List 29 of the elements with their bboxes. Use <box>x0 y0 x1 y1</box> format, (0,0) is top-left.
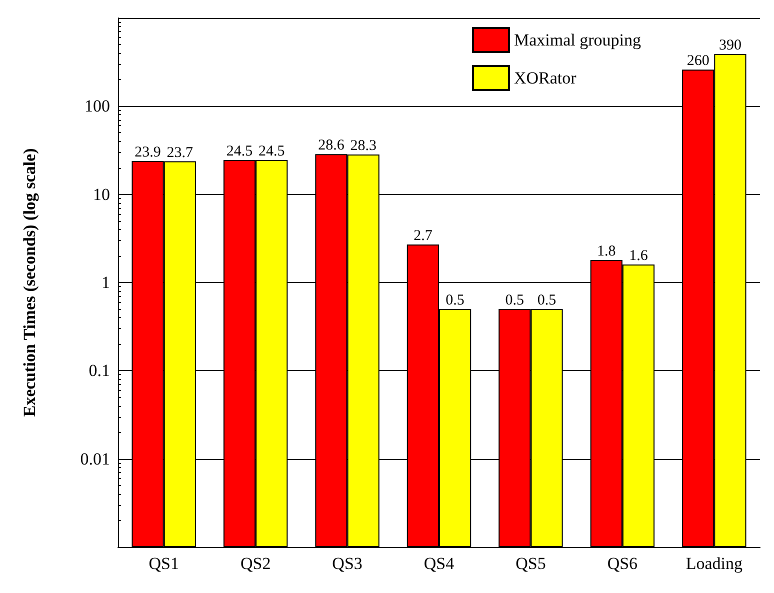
x-tick-label: QS3 <box>332 554 362 573</box>
data-label: 24.5 <box>226 144 253 160</box>
x-tick-label: QS5 <box>516 554 546 573</box>
data-label: 1.6 <box>629 248 648 264</box>
x-tick-label: QS2 <box>240 554 271 573</box>
data-label: 23.7 <box>166 144 194 161</box>
y-axis-title: Execution Times (seconds) (log scale) <box>20 148 39 417</box>
data-label: 0.5 <box>505 292 524 309</box>
x-tick-label: QS4 <box>424 554 455 573</box>
y-tick-label: 1 <box>102 273 110 292</box>
x-tick-label: QS1 <box>148 554 179 573</box>
legend-label: XORator <box>514 68 577 88</box>
data-label: 28.6 <box>318 138 345 154</box>
data-label: 260 <box>686 53 710 70</box>
data-label: 24.5 <box>258 144 285 160</box>
y-tick-label: 100 <box>84 96 110 116</box>
x-tick-label: QS6 <box>607 554 638 573</box>
data-label: 0.5 <box>446 292 464 309</box>
data-label: 1.8 <box>597 243 616 260</box>
data-label: 28.3 <box>350 138 376 154</box>
legend-label: Maximal grouping <box>514 30 642 50</box>
data-label: 2.7 <box>414 228 433 244</box>
data-label: 23.9 <box>134 144 161 160</box>
y-tick-label: 0.01 <box>80 449 110 468</box>
y-tick-label: 10 <box>93 184 110 204</box>
x-tick-label: Loading <box>686 554 743 573</box>
y-tick-label: 0.1 <box>88 361 110 380</box>
data-label: 0.5 <box>537 292 556 309</box>
data-label: 390 <box>718 38 742 54</box>
